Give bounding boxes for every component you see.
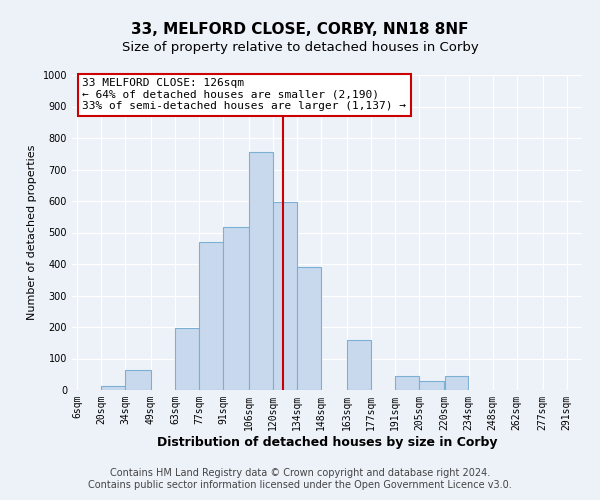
Bar	[249, 152, 272, 390]
Text: Contains HM Land Registry data © Crown copyright and database right 2024.: Contains HM Land Registry data © Crown c…	[110, 468, 490, 478]
Bar	[223, 227, 248, 390]
Y-axis label: Number of detached properties: Number of detached properties	[27, 145, 37, 320]
Bar	[199, 242, 223, 390]
Text: 33, MELFORD CLOSE, CORBY, NN18 8NF: 33, MELFORD CLOSE, CORBY, NN18 8NF	[131, 22, 469, 38]
X-axis label: Distribution of detached houses by size in Corby: Distribution of detached houses by size …	[157, 436, 497, 448]
Bar	[273, 202, 296, 390]
Bar	[297, 267, 321, 390]
Text: 33 MELFORD CLOSE: 126sqm
← 64% of detached houses are smaller (2,190)
33% of sem: 33 MELFORD CLOSE: 126sqm ← 64% of detach…	[82, 78, 406, 112]
Bar	[445, 376, 469, 390]
Bar	[347, 340, 371, 390]
Bar	[175, 328, 199, 390]
Bar	[101, 386, 125, 390]
Text: Contains public sector information licensed under the Open Government Licence v3: Contains public sector information licen…	[88, 480, 512, 490]
Bar	[125, 370, 151, 390]
Bar	[395, 376, 419, 390]
Bar	[419, 382, 445, 390]
Text: Size of property relative to detached houses in Corby: Size of property relative to detached ho…	[122, 41, 478, 54]
